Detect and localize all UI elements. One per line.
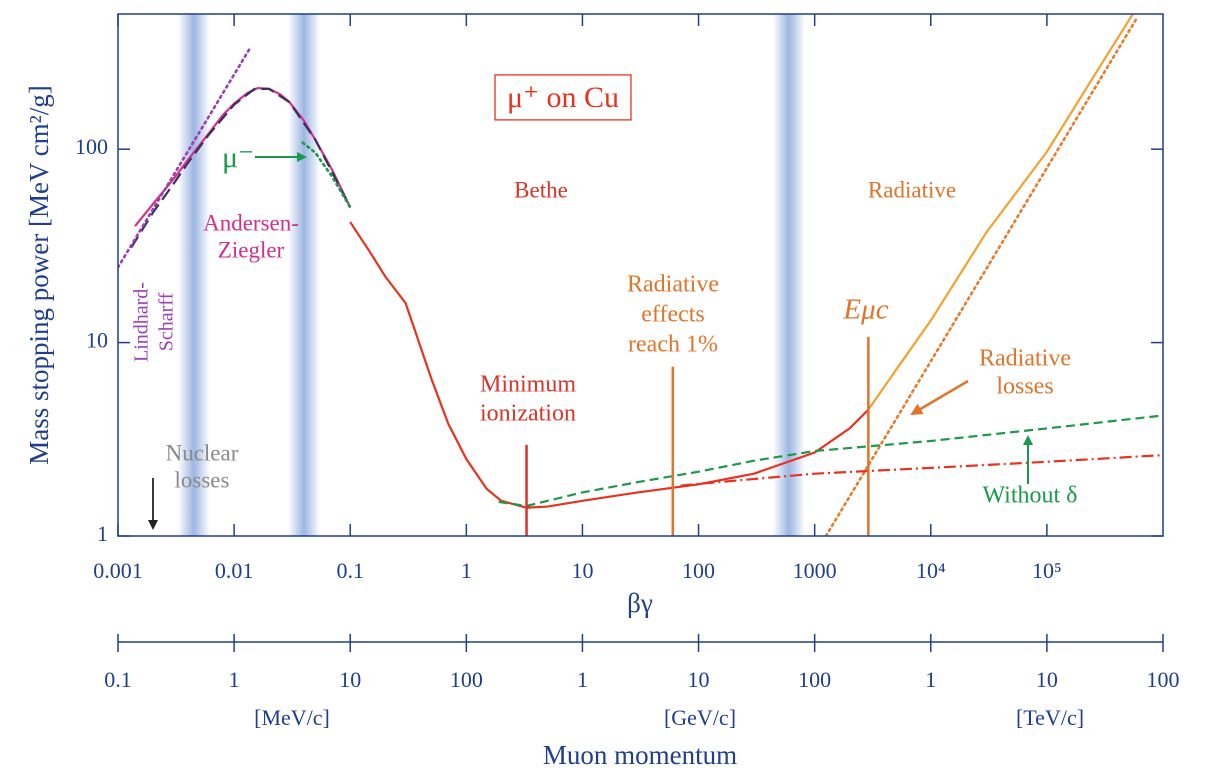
curve (130, 87, 352, 249)
x-tick-label: 10⁴ (916, 558, 946, 583)
annotation: μ⁻ (222, 141, 254, 174)
annotation: Andersen- (203, 210, 299, 235)
annotation: losses (996, 374, 1053, 400)
curve (301, 141, 352, 209)
x2-tick-label: 1 (925, 667, 936, 692)
annotation: reach 1% (628, 332, 718, 358)
curve (867, 14, 1134, 411)
y-tick-label: 100 (75, 134, 108, 159)
annotation: ionization (480, 401, 576, 427)
x-axis-label: βγ (627, 588, 653, 618)
x2-tick-label: 100 (1147, 667, 1180, 692)
x2-tick-label: 10 (339, 667, 361, 692)
y-axis-label: Mass stopping power [MeV cm²/g] (24, 85, 54, 465)
plot-frame (117, 13, 1164, 537)
curve (824, 16, 1139, 536)
x2-unit: [GeV/c] (664, 705, 736, 730)
x2-tick-label: 1 (229, 667, 240, 692)
annotation: losses (175, 467, 230, 492)
annotations: μ⁺ on Cu Bethe Radiative Andersen-Ziegler Li… (131, 74, 1078, 530)
band (772, 14, 805, 536)
annotation: Ziegler (218, 237, 285, 262)
y-tick-label: 1 (97, 521, 108, 546)
bands (177, 14, 805, 536)
x2-unit: [MeV/c] (254, 705, 330, 730)
annotation: Minimum (480, 372, 576, 398)
x2-tick-label: 0.1 (104, 667, 132, 692)
x-tick-label: 1000 (793, 558, 837, 583)
x2-tick-label: 10 (1036, 667, 1058, 692)
annotation: Without δ (982, 483, 1077, 509)
x-tick-label: 1 (461, 558, 472, 583)
annotation: Eμc (842, 294, 888, 326)
annotation: μ⁺ on Cu (507, 81, 619, 114)
radiative-losses-arrow (910, 379, 969, 416)
x2-unit: [TeV/c] (1016, 705, 1084, 730)
annotation: Radiative (979, 346, 1071, 372)
x-tick-label: 0.001 (93, 558, 143, 583)
y-tick-label: 10 (86, 328, 108, 353)
curve (118, 45, 253, 269)
curve (498, 414, 1163, 508)
band (288, 14, 321, 536)
x-tick-label: 0.01 (215, 558, 254, 583)
curve (680, 454, 1163, 487)
x2-axis-label: Muon momentum (543, 740, 737, 770)
x2-tick-label: 100 (450, 667, 483, 692)
annotation: Radiative (627, 272, 719, 298)
annotation: Lindhard- (131, 282, 153, 362)
annotation: Radiative (868, 177, 956, 202)
band (177, 14, 210, 536)
annotation: Nuclear (166, 440, 239, 465)
axes: 0.001 0.01 0.1 1 10 100 1000 10⁴ 10⁵ 1 10 100 0.1 1 10… (75, 13, 1180, 692)
x2-tick-label: 1 (577, 667, 588, 692)
annotation: Bethe (514, 177, 568, 202)
x-tick-label: 0.1 (336, 558, 364, 583)
annotation: Scharff (156, 292, 178, 351)
x2-tick-label: 100 (798, 667, 831, 692)
curves (118, 14, 1163, 536)
annotation: effects (641, 302, 705, 328)
annotation-box (494, 74, 632, 121)
x-tick-label: 10⁵ (1032, 558, 1062, 583)
x2-tick-label: 10 (688, 667, 710, 692)
x-tick-label: 10 (571, 558, 593, 583)
x-tick-label: 100 (682, 558, 715, 583)
